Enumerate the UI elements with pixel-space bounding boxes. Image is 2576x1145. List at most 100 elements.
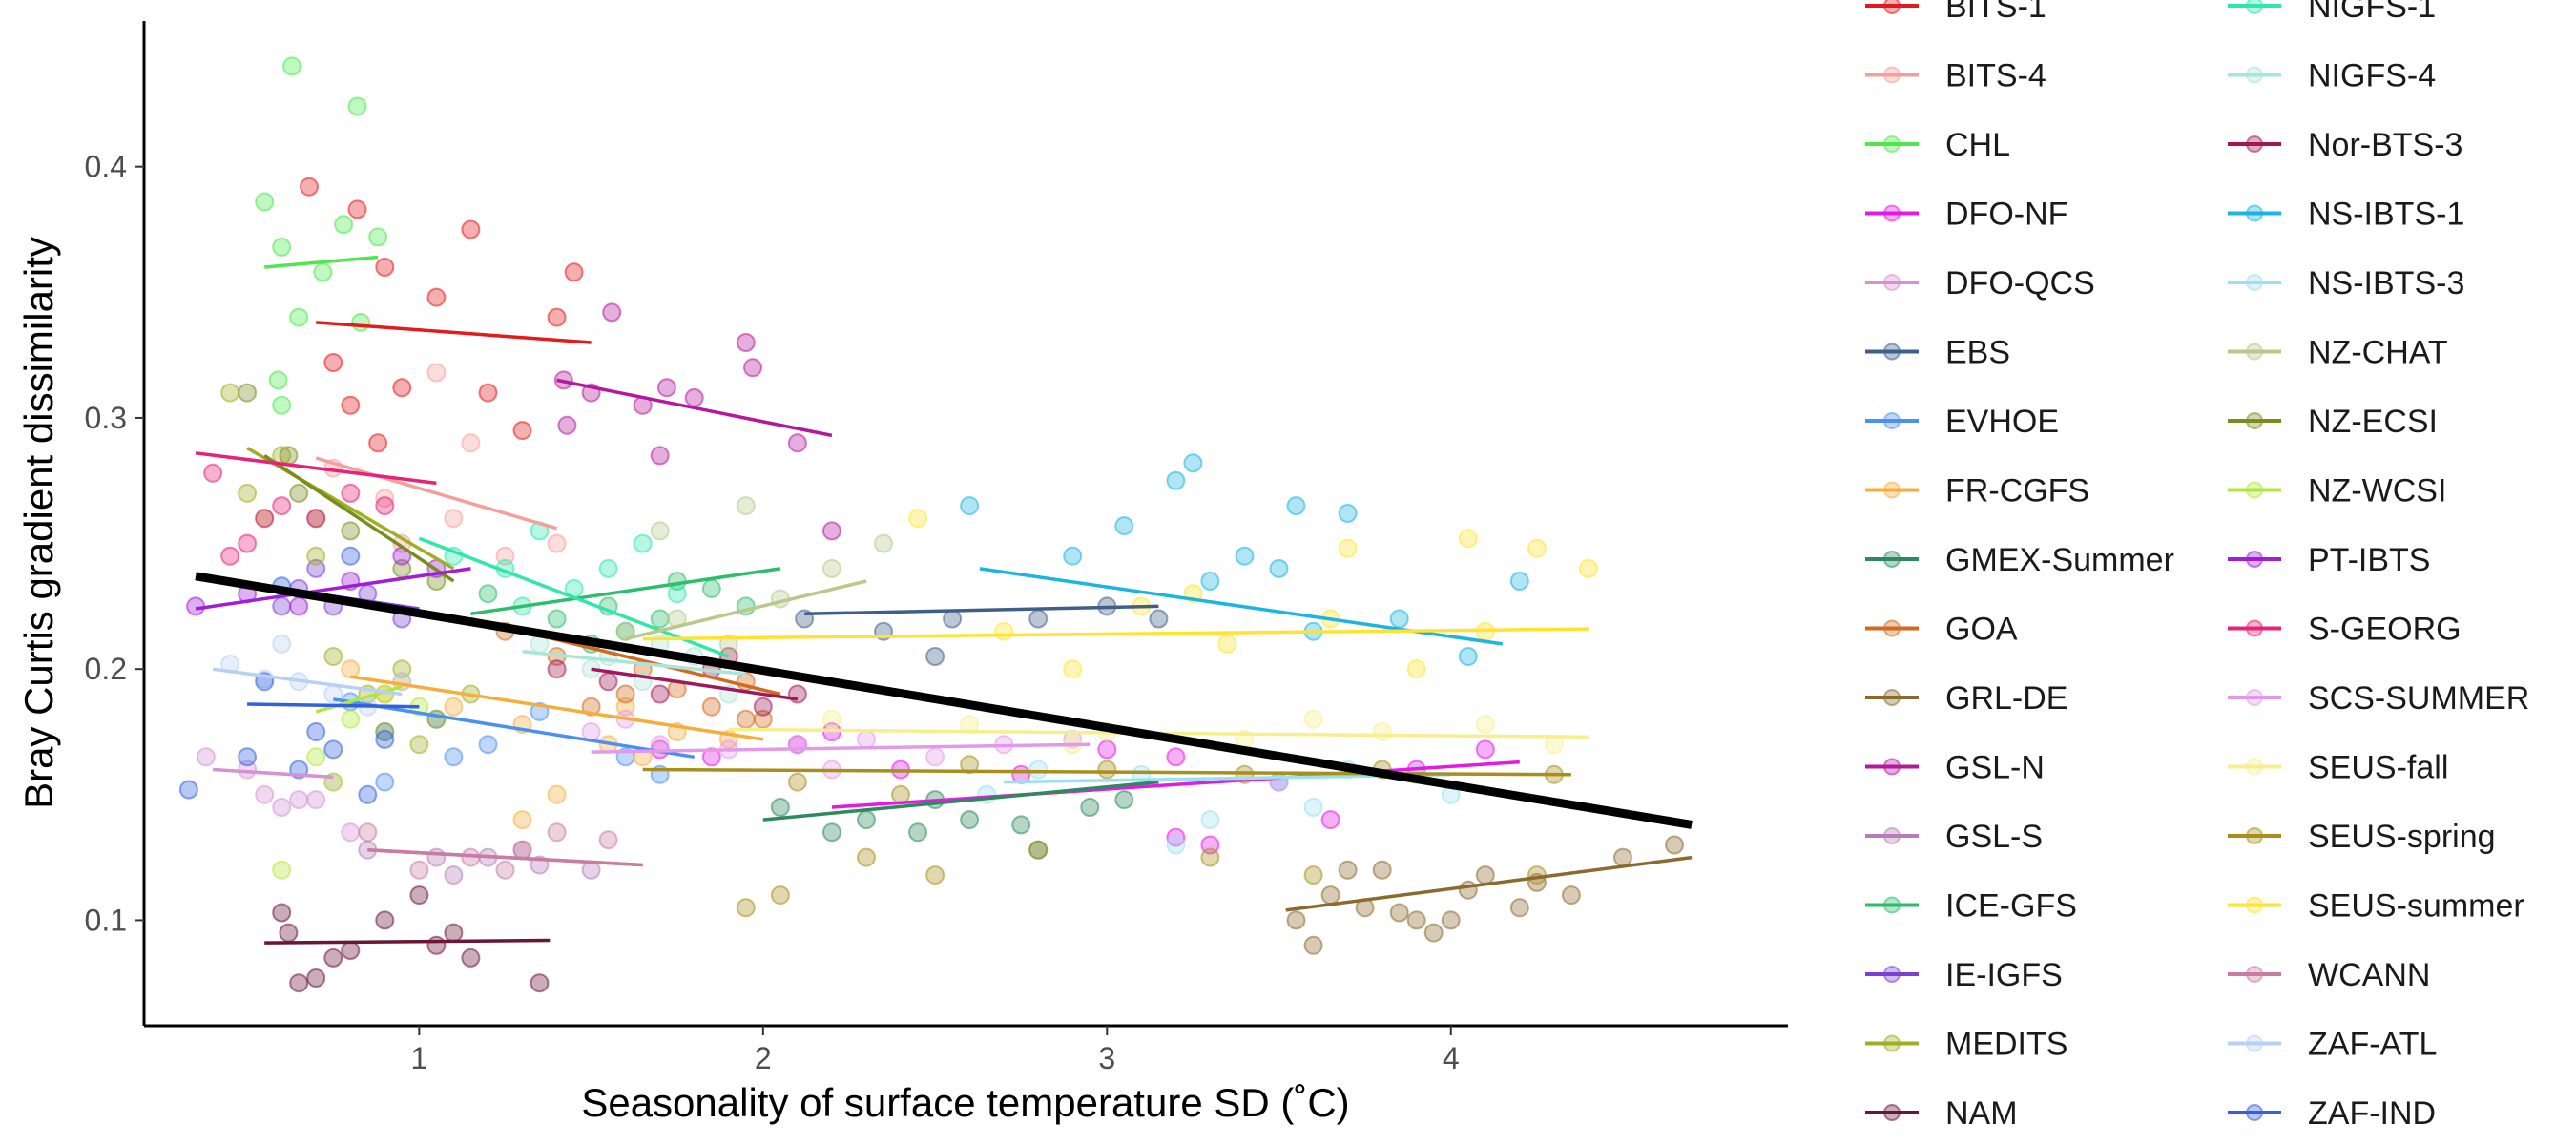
data-point-s-georg-1 [238, 533, 258, 553]
data-point-nz-wcsi-0 [272, 860, 292, 880]
legend-label: BITS-4 [1945, 58, 2046, 94]
legend-label: DFO-NF [1945, 197, 2067, 233]
fit-line-ebs [804, 604, 1159, 616]
data-point-s-georg-7 [220, 546, 240, 566]
data-point-gsl-n-6 [743, 358, 762, 378]
data-point-gsl-n-2 [656, 378, 676, 398]
legend-item-nz-chat: NZ-CHAT [2228, 335, 2448, 371]
data-point-gsl-n-7 [787, 433, 807, 453]
data-point-ns-ibts-1-11 [1200, 572, 1220, 591]
data-point-grl-de-3 [1372, 860, 1392, 880]
legend-item-ns-ibts-1: NS-IBTS-1 [2228, 197, 2464, 233]
legend-item-ebs: EBS [1865, 335, 2010, 371]
fit-line-nigfs-4 [522, 650, 746, 677]
fit-line-seus-summer [642, 627, 1589, 641]
data-point-goa-4 [701, 697, 721, 717]
data-point-grl-de-13 [1389, 903, 1409, 923]
data-point-dfo-qcs-2 [272, 798, 292, 817]
data-point-ns-ibts-1-1 [1063, 546, 1083, 566]
data-point-seus-summer-0 [908, 509, 927, 529]
legend-key-point [1883, 412, 1901, 429]
legend-key-point [1883, 896, 1901, 914]
data-point-wcann-0 [409, 860, 429, 880]
data-point-ebs-6 [925, 647, 945, 666]
data-point-bits-1-7 [392, 378, 412, 398]
data-point-dfo-nf-12 [1166, 827, 1186, 847]
data-point-ns-ibts-1-4 [1183, 453, 1203, 473]
legend-label: NS-IBTS-1 [2308, 197, 2464, 233]
data-point-gmex-summer-1 [821, 822, 841, 843]
data-point-ice-gfs-4 [701, 578, 721, 598]
data-point-seus-summer-8 [1578, 558, 1598, 578]
legend-label: NIGFS-4 [2308, 58, 2436, 94]
legend-key-point [2246, 0, 2263, 14]
data-point-grl-de-11 [1665, 835, 1684, 855]
data-point-dfo-nf-9 [1475, 739, 1495, 760]
data-point-bits-1-11 [512, 421, 532, 441]
data-point-gsl-n-4 [684, 387, 704, 407]
data-point-gsl-n-11 [602, 302, 622, 323]
overall-fit-line [195, 572, 1693, 829]
data-point-nam-11 [426, 935, 447, 955]
data-point-nz-ecsi-3 [341, 521, 361, 541]
legend-item-wcann: WCANN [2228, 957, 2430, 993]
data-point-medits-1 [238, 483, 258, 503]
legend-item-dfo-qcs: DFO-QCS [1865, 265, 2095, 302]
data-point-ns-ibts-3-9 [1303, 798, 1323, 817]
legend-key-point [1883, 274, 1901, 291]
data-point-wcann-2 [512, 840, 532, 860]
data-point-seus-fall-8 [1303, 709, 1323, 729]
fit-line-gmex-summer [762, 780, 1159, 822]
data-point-zaf-ind-7 [306, 722, 326, 741]
data-point-medits-9 [375, 722, 395, 741]
data-point-seus-spring-4 [1028, 840, 1049, 860]
data-point-bits-1-8 [478, 383, 498, 403]
legend-label: EBS [1945, 335, 2010, 371]
data-point-wcann-4 [598, 830, 618, 850]
overall-trend-line [195, 572, 1693, 829]
data-point-goa-2 [615, 684, 635, 704]
data-point-chl-0 [282, 56, 301, 76]
data-point-ns-ibts-1-9 [1458, 647, 1478, 666]
legend-key-point [2246, 551, 2263, 568]
data-point-dfo-qcs-3 [289, 790, 309, 810]
data-point-seus-fall-5 [1475, 715, 1495, 735]
legend-key-point [1883, 551, 1901, 568]
data-point-bits-1-6 [323, 353, 343, 372]
legend-label: NS-IBTS-3 [2308, 265, 2464, 302]
data-point-seus-fall-6 [1544, 735, 1564, 755]
legend-key-point [1883, 758, 1901, 776]
legend-key-point [1883, 135, 1901, 153]
data-point-grl-de-14 [1441, 910, 1461, 930]
data-point-gsl-n-8 [557, 415, 577, 435]
data-point-ns-ibts-3-1 [1028, 760, 1049, 780]
legend-label: MEDITS [1945, 1027, 2067, 1063]
legend-item-bits-1: BITS-1 [1865, 0, 2046, 25]
legend-key-point [2246, 966, 2263, 983]
data-point-grl-de-4 [1406, 910, 1426, 930]
data-point-bits-1-1 [347, 199, 367, 219]
data-point-medits-4 [306, 546, 326, 566]
legend-label: Nor-BTS-3 [2308, 127, 2462, 163]
y-tick-label: 0.2 [85, 652, 127, 686]
data-point-seus-spring-1 [770, 885, 790, 906]
legend-item-scs-summer: SCS-SUMMER [2228, 680, 2529, 717]
fit-line-nigfs-1 [418, 536, 730, 658]
data-point-chl-10 [272, 395, 292, 415]
data-point-gsl-n-9 [650, 446, 670, 466]
legend-label: SEUS-summer [2308, 888, 2524, 925]
data-point-ns-ibts-1-7 [1338, 504, 1358, 523]
axis-ticks: 1 2 3 4 0.1 0.2 0.3 0.4 [85, 150, 1460, 1075]
x-tick-label: 4 [1443, 1041, 1460, 1075]
data-point-s-georg-4 [341, 483, 361, 503]
legend-key-point [1883, 66, 1901, 84]
data-point-grl-de-10 [1613, 847, 1632, 867]
x-tick-label: 2 [755, 1041, 772, 1075]
legend-label: EVHOE [1945, 404, 2059, 440]
data-point-dfo-nf-0 [701, 747, 721, 767]
axes [142, 21, 1788, 1028]
data-point-nz-chat-5 [874, 533, 893, 553]
legend-label: NIGFS-1 [2308, 0, 2436, 25]
data-point-fr-cgfs-0 [341, 659, 361, 679]
